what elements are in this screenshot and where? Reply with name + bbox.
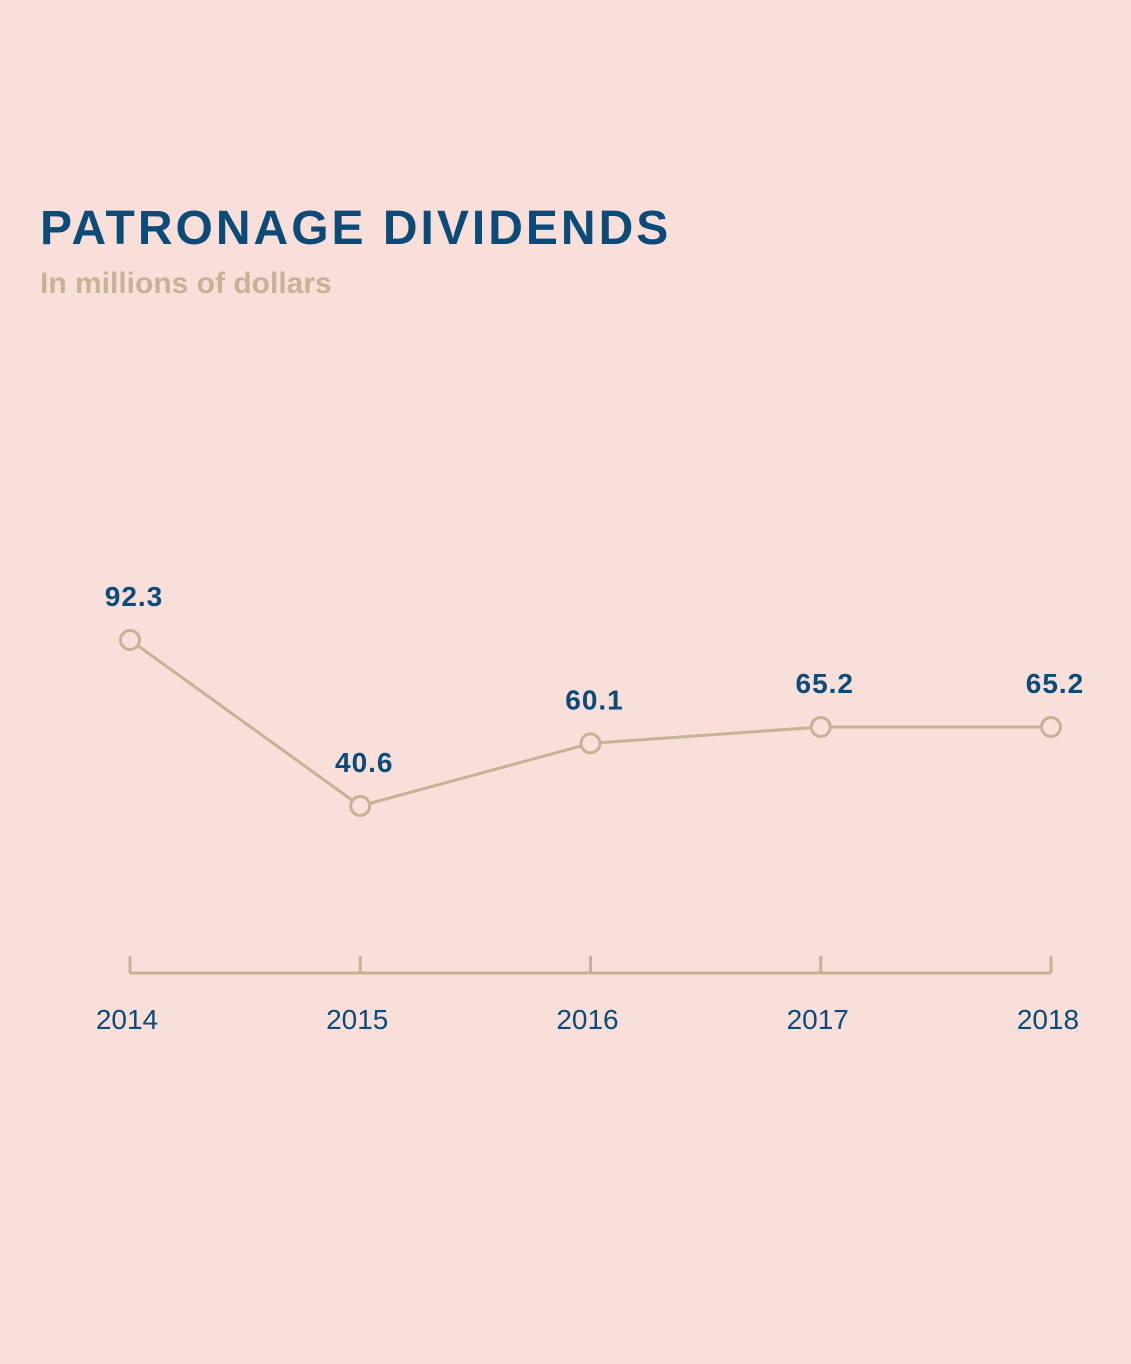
series-line — [129, 638, 1051, 808]
x-tick-label: 2017 — [787, 1004, 849, 1035]
x-tick-label: 2014 — [96, 1004, 158, 1035]
x-axis — [128, 956, 1053, 975]
chart-subtitle: In millions of dollars — [40, 267, 332, 300]
marker-group — [119, 629, 1062, 817]
data-point-marker — [119, 629, 141, 651]
data-point-marker — [349, 795, 372, 817]
chart-title: PATRONAGE DIVIDENDS — [40, 202, 672, 255]
series-line-group — [129, 638, 1051, 808]
data-label-group: 92.3 40.6 60.1 65.2 65.2 — [105, 581, 1085, 778]
tick-label-group: 2014 2015 2016 2017 2018 — [96, 1004, 1079, 1035]
x-tick-label: 2016 — [556, 1004, 618, 1035]
data-point-marker — [579, 732, 602, 755]
x-tick-label: 2018 — [1017, 1004, 1079, 1035]
data-point-marker — [1040, 716, 1062, 739]
data-label: 65.2 — [796, 668, 855, 699]
data-label: 40.6 — [335, 747, 394, 778]
data-point-marker — [809, 716, 832, 739]
data-label: 60.1 — [565, 684, 624, 715]
x-tick-label: 2015 — [326, 1004, 388, 1035]
data-label: 92.3 — [105, 581, 164, 612]
data-label: 65.2 — [1026, 668, 1085, 699]
